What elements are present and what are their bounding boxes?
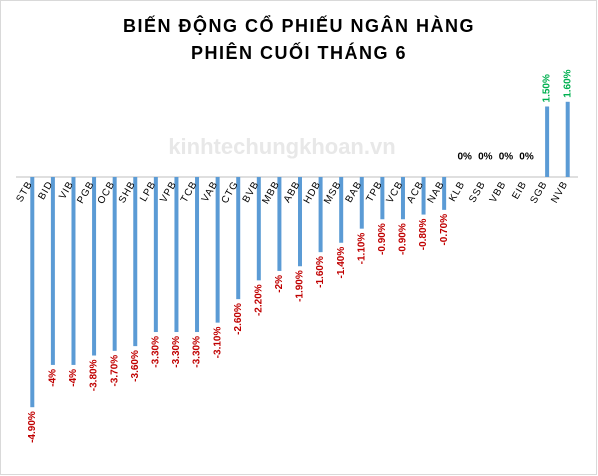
value-label: -3.30% (150, 336, 161, 368)
bar (421, 176, 426, 215)
bar (359, 176, 364, 229)
value-label: -2.20% (253, 284, 264, 316)
bar (545, 106, 550, 177)
value-label: 0% (458, 152, 473, 163)
chart-title: BIẾN ĐỘNG CỔ PHIẾU NGÂN HÀNG (123, 15, 475, 36)
bar (71, 176, 76, 365)
bar (92, 176, 97, 356)
value-label: -0.80% (418, 218, 429, 250)
value-label: -4.90% (27, 411, 38, 443)
bar (256, 176, 261, 281)
bar (30, 176, 35, 408)
bar (442, 176, 447, 210)
value-label: 1.50% (542, 74, 553, 102)
bar (174, 176, 179, 333)
bar (195, 176, 200, 333)
value-label: -3.10% (212, 327, 223, 359)
bar (236, 176, 241, 300)
bar (380, 176, 385, 220)
bar (133, 176, 138, 347)
bar (298, 176, 302, 267)
value-label: -1.90% (295, 270, 306, 302)
bar (277, 176, 282, 271)
bar (50, 176, 55, 365)
value-label: -2.60% (233, 303, 244, 335)
value-label: 0% (499, 152, 514, 163)
bar (112, 176, 117, 351)
bar (565, 101, 570, 177)
value-label: -3.30% (192, 336, 203, 368)
value-label: -0.90% (377, 223, 388, 255)
chart-title: PHIÊN CUỐI THÁNG 6 (191, 42, 407, 63)
value-label: 0% (478, 152, 493, 163)
watermark: kinhtechungkhoan.vn (168, 134, 395, 159)
value-label: -3.80% (89, 359, 100, 391)
value-label: -4% (48, 369, 59, 387)
value-label: 1.60% (562, 69, 573, 97)
value-label: -4% (68, 369, 79, 387)
value-label: -1.10% (356, 233, 367, 265)
value-label: -1.60% (315, 256, 326, 288)
bar (153, 176, 158, 333)
value-label: -0.70% (439, 214, 450, 246)
value-label: -1.40% (336, 247, 347, 279)
bar (339, 176, 344, 243)
bar (318, 176, 323, 253)
value-label: -2% (274, 275, 285, 293)
value-label: -3.70% (109, 355, 120, 387)
bar (215, 176, 220, 323)
bar (400, 176, 405, 220)
value-label: -0.90% (398, 223, 409, 255)
value-label: -3.30% (171, 336, 182, 368)
value-label: -3.60% (130, 350, 141, 382)
value-label: 0% (519, 152, 534, 163)
